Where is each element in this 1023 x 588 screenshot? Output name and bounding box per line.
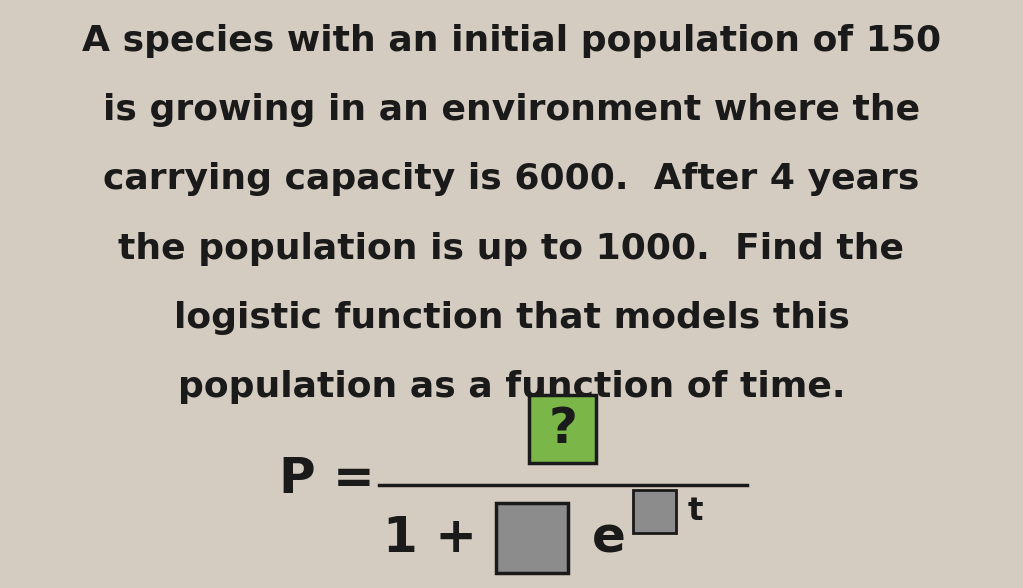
FancyBboxPatch shape — [530, 395, 595, 463]
FancyBboxPatch shape — [633, 490, 676, 533]
Text: is growing in an environment where the: is growing in an environment where the — [103, 93, 920, 127]
Text: P =: P = — [279, 455, 375, 503]
Text: population as a function of time.: population as a function of time. — [178, 370, 845, 405]
Text: t: t — [687, 496, 703, 527]
Text: the population is up to 1000.  Find the: the population is up to 1000. Find the — [119, 232, 904, 266]
Text: 1 +: 1 + — [383, 514, 477, 562]
Text: A species with an initial population of 150: A species with an initial population of … — [82, 24, 941, 58]
Text: logistic function that models this: logistic function that models this — [174, 301, 849, 335]
Text: carrying capacity is 6000.  After 4 years: carrying capacity is 6000. After 4 years — [103, 162, 920, 196]
Text: e: e — [591, 514, 626, 562]
Text: ?: ? — [548, 405, 577, 453]
FancyBboxPatch shape — [496, 503, 568, 573]
